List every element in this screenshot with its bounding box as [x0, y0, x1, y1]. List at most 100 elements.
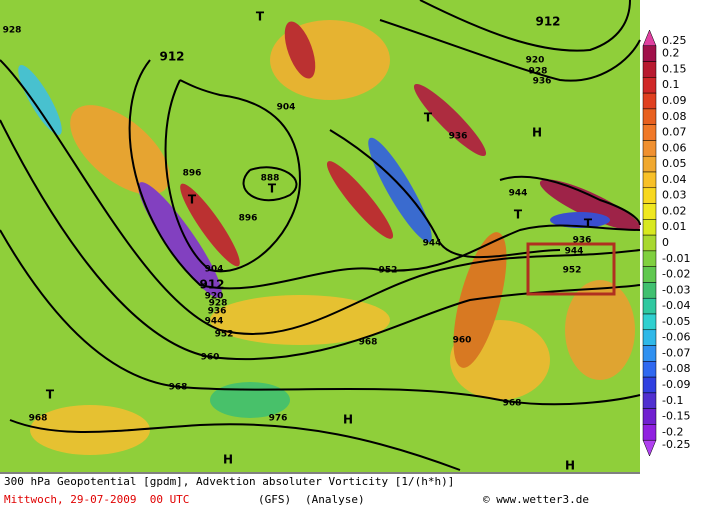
contour-label: 968	[169, 383, 188, 393]
contour-label: 928	[529, 67, 548, 77]
colorbar-label: 0.07	[662, 126, 687, 139]
field-blob	[138, 182, 222, 298]
contour-line	[128, 59, 641, 290]
high-marker: H	[532, 126, 542, 140]
colorbar-segment	[642, 92, 657, 110]
contour-label: 912	[199, 278, 224, 292]
contour-label: 944	[509, 189, 528, 199]
low-marker: T	[188, 193, 197, 207]
colorbar-label: 0.2	[662, 47, 680, 60]
colorbar-segment	[642, 187, 657, 204]
colorbar-segment	[642, 45, 657, 62]
colorbar-label: 0.05	[662, 157, 687, 170]
field-blob	[453, 232, 507, 368]
contour-label: 944	[205, 317, 224, 327]
field-blob	[180, 183, 240, 267]
contour-label: 904	[277, 103, 296, 113]
low-marker: T	[256, 10, 265, 24]
contour-label: 944	[423, 239, 442, 249]
colorbar-label: -0.15	[662, 410, 690, 423]
colorbar-segment	[642, 392, 657, 409]
contour-line	[329, 129, 561, 259]
contour-line	[0, 119, 641, 361]
contour-label: 928	[209, 299, 228, 309]
low-marker: T	[268, 182, 277, 196]
field-blob	[565, 280, 635, 380]
contour-line	[419, 0, 631, 52]
colorbar-label: 0	[662, 236, 669, 249]
colorbar-segment	[642, 297, 657, 315]
colorbar-label: 0.25	[662, 34, 687, 47]
field-blob	[368, 137, 432, 243]
contour-line	[242, 166, 298, 202]
colorbar-label: 0.03	[662, 189, 687, 202]
contour-label: 920	[205, 292, 224, 302]
contour-label: 968	[29, 414, 48, 424]
colorbar-label: -0.08	[662, 362, 690, 375]
contour-label: 904	[205, 265, 224, 275]
field-blob	[30, 405, 150, 455]
colorbar-label: -0.2	[662, 425, 683, 438]
low-marker: T	[584, 217, 593, 231]
field-blob	[550, 212, 610, 228]
colorbar-label: 0.09	[662, 94, 687, 107]
field-blob	[18, 65, 62, 135]
contour-label: 936	[573, 236, 592, 246]
contour-label: 952	[379, 266, 398, 276]
colorbar-segment	[642, 424, 657, 441]
contour-line	[0, 229, 641, 406]
colorbar-segment	[642, 266, 657, 283]
colorbar-segment	[642, 313, 657, 331]
contour-label: 960	[453, 336, 472, 346]
field-blob	[284, 21, 316, 79]
colorbar-segment	[642, 219, 657, 236]
contour-label: 936	[533, 77, 552, 87]
contour-line	[9, 419, 461, 471]
colorbar-label: 0.01	[662, 220, 687, 233]
contour-label: 944	[565, 247, 584, 257]
colorbar-label: -0.04	[662, 299, 690, 312]
colorbar-segment	[642, 345, 657, 362]
field-blob	[413, 83, 487, 157]
vorticity-field	[18, 20, 641, 455]
colorbar-label: 0.15	[662, 62, 687, 75]
colorbar-segment	[642, 124, 657, 141]
contour-label: 912	[159, 50, 184, 64]
contour-label: 912	[535, 15, 560, 29]
field-blob	[70, 105, 170, 195]
footer-model: (GFS)	[258, 493, 291, 506]
contour-label: 968	[503, 399, 522, 409]
colorbar-segment	[642, 155, 657, 173]
footer-date: Mittwoch, 29-07-2009 00 UTC	[4, 493, 189, 506]
contour-label: 960	[201, 353, 220, 363]
footer: 300 hPa Geopotential [gpdm], Advektion a…	[4, 475, 589, 506]
high-marker: H	[223, 453, 233, 467]
map-labels: 928 T 912 912 920 928 936 904 T H 936 89…	[3, 10, 593, 473]
colorbar-segment	[642, 408, 657, 425]
contour-label: 976	[269, 414, 288, 424]
colorbar-segment	[642, 282, 657, 299]
colorbar-label: 0.1	[662, 78, 680, 91]
low-marker: T	[514, 208, 523, 222]
contour-label: 936	[208, 307, 227, 317]
contour-label: 928	[3, 26, 22, 36]
contour-label: 920	[526, 56, 545, 66]
colorbar-label: -0.06	[662, 331, 690, 344]
field-blob	[326, 161, 394, 239]
colorbar-label: -0.05	[662, 315, 690, 328]
colorbar-label: 0.08	[662, 110, 687, 123]
contour-label: 952	[563, 266, 582, 276]
contour-label: 896	[183, 169, 202, 179]
colorbar-label: -0.03	[662, 283, 690, 296]
field-blob	[539, 179, 641, 231]
contour-label: 936	[449, 132, 468, 142]
colorbar-segment	[642, 234, 657, 252]
colorbar-segment	[642, 108, 657, 125]
colorbar-segment	[642, 171, 657, 189]
colorbar-label: -0.02	[662, 268, 690, 281]
colorbar-label: 0.04	[662, 173, 687, 186]
footer-kind: (Analyse)	[305, 493, 365, 506]
colorbar-label: -0.01	[662, 252, 690, 265]
colorbar-segment	[642, 361, 657, 378]
